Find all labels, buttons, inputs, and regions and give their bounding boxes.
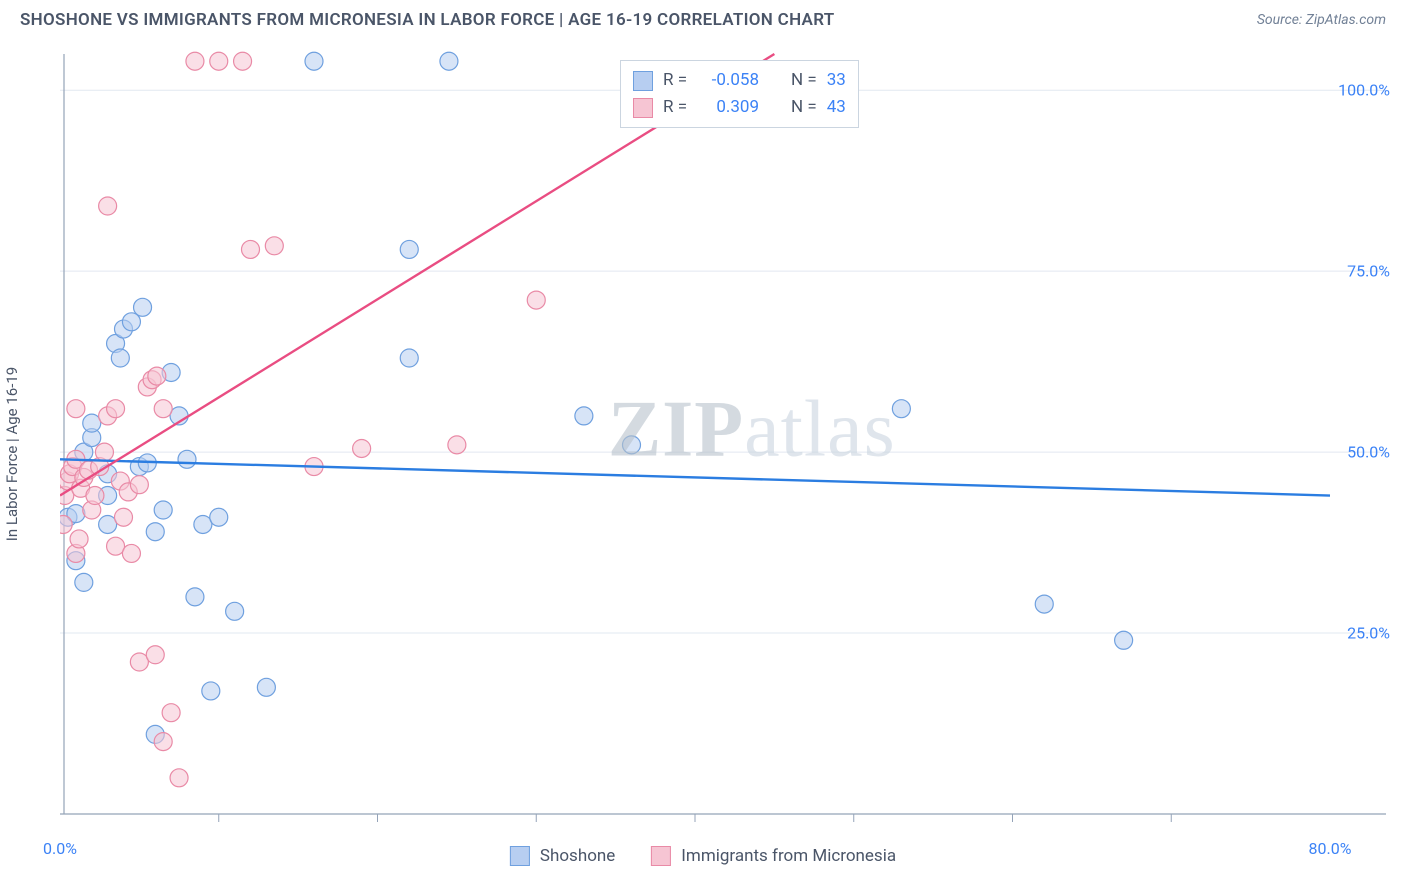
r-label: R = bbox=[663, 67, 687, 94]
correlation-legend: R = -0.058 N = 33 R = 0.309 N = 43 bbox=[620, 60, 859, 128]
chart-svg bbox=[60, 44, 1386, 834]
y-axis-label: In Labor Force | Age 16-19 bbox=[3, 367, 21, 541]
x-tick-label: 0.0% bbox=[43, 839, 77, 858]
legend-item: Immigrants from Micronesia bbox=[651, 846, 896, 866]
legend-label: Immigrants from Micronesia bbox=[681, 846, 896, 866]
n-label: N = bbox=[791, 94, 817, 121]
correlation-row: R = 0.309 N = 43 bbox=[633, 94, 846, 121]
chart-container: In Labor Force | Age 16-19 ZIPatlas R = … bbox=[20, 44, 1386, 864]
legend-swatch bbox=[510, 846, 530, 866]
legend-item: Shoshone bbox=[510, 846, 615, 866]
x-tick-label: 80.0% bbox=[1309, 839, 1352, 858]
series-legend: Shoshone Immigrants from Micronesia bbox=[510, 846, 896, 866]
r-value: 0.309 bbox=[697, 94, 759, 121]
legend-swatch bbox=[633, 71, 653, 91]
y-tick-label: 100.0% bbox=[1338, 81, 1390, 100]
y-tick-label: 25.0% bbox=[1347, 624, 1390, 643]
source-attribution: Source: ZipAtlas.com bbox=[1257, 12, 1386, 28]
y-tick-label: 50.0% bbox=[1347, 443, 1390, 462]
r-value: -0.058 bbox=[697, 67, 759, 94]
r-label: R = bbox=[663, 94, 687, 121]
n-value: 43 bbox=[827, 94, 846, 121]
correlation-row: R = -0.058 N = 33 bbox=[633, 67, 846, 94]
chart-title: SHOSHONE VS IMMIGRANTS FROM MICRONESIA I… bbox=[20, 10, 835, 30]
y-tick-label: 75.0% bbox=[1347, 262, 1390, 281]
legend-swatch bbox=[651, 846, 671, 866]
legend-label: Shoshone bbox=[540, 846, 615, 866]
plot-area: ZIPatlas R = -0.058N = 33R = 0.309N = 43… bbox=[60, 44, 1386, 834]
n-label: N = bbox=[791, 67, 817, 94]
n-value: 33 bbox=[827, 67, 846, 94]
legend-swatch bbox=[633, 98, 653, 118]
